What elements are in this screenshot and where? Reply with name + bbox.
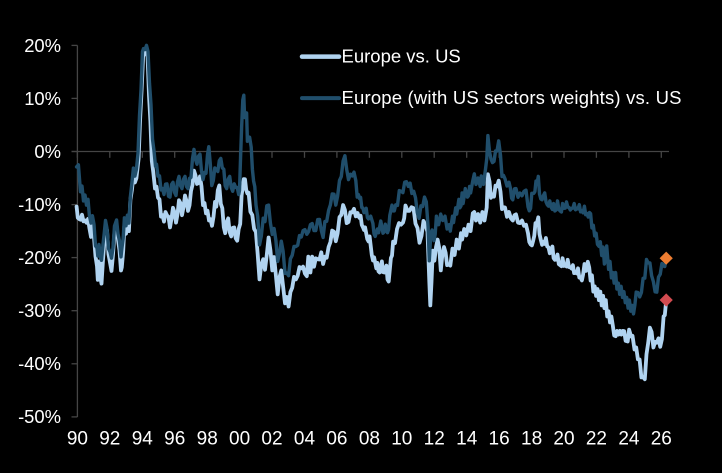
svg-text:Europe vs. US: Europe vs. US: [342, 45, 461, 66]
svg-text:12: 12: [424, 429, 445, 450]
svg-text:94: 94: [132, 429, 154, 450]
svg-text:-20%: -20%: [18, 247, 61, 268]
svg-text:Europe (with US sectors weight: Europe (with US sectors weights) vs. US: [342, 87, 682, 108]
svg-text:02: 02: [261, 429, 282, 450]
svg-text:14: 14: [456, 429, 478, 450]
svg-text:98: 98: [197, 429, 218, 450]
svg-text:20%: 20%: [24, 35, 61, 56]
svg-text:10: 10: [391, 429, 412, 450]
svg-text:10%: 10%: [24, 88, 61, 109]
svg-text:22: 22: [586, 429, 607, 450]
svg-text:-40%: -40%: [18, 353, 61, 374]
svg-text:-50%: -50%: [18, 406, 61, 427]
svg-text:00: 00: [229, 429, 250, 450]
svg-text:-30%: -30%: [18, 300, 61, 321]
svg-text:04: 04: [294, 429, 316, 450]
svg-text:20: 20: [553, 429, 574, 450]
svg-text:0%: 0%: [34, 141, 61, 162]
svg-text:16: 16: [489, 429, 510, 450]
svg-text:92: 92: [99, 429, 120, 450]
svg-text:18: 18: [521, 429, 542, 450]
svg-text:96: 96: [164, 429, 185, 450]
svg-text:90: 90: [67, 429, 88, 450]
svg-text:26: 26: [651, 429, 672, 450]
svg-text:06: 06: [326, 429, 347, 450]
svg-text:08: 08: [359, 429, 380, 450]
svg-text:-10%: -10%: [18, 194, 61, 215]
svg-text:24: 24: [618, 429, 640, 450]
